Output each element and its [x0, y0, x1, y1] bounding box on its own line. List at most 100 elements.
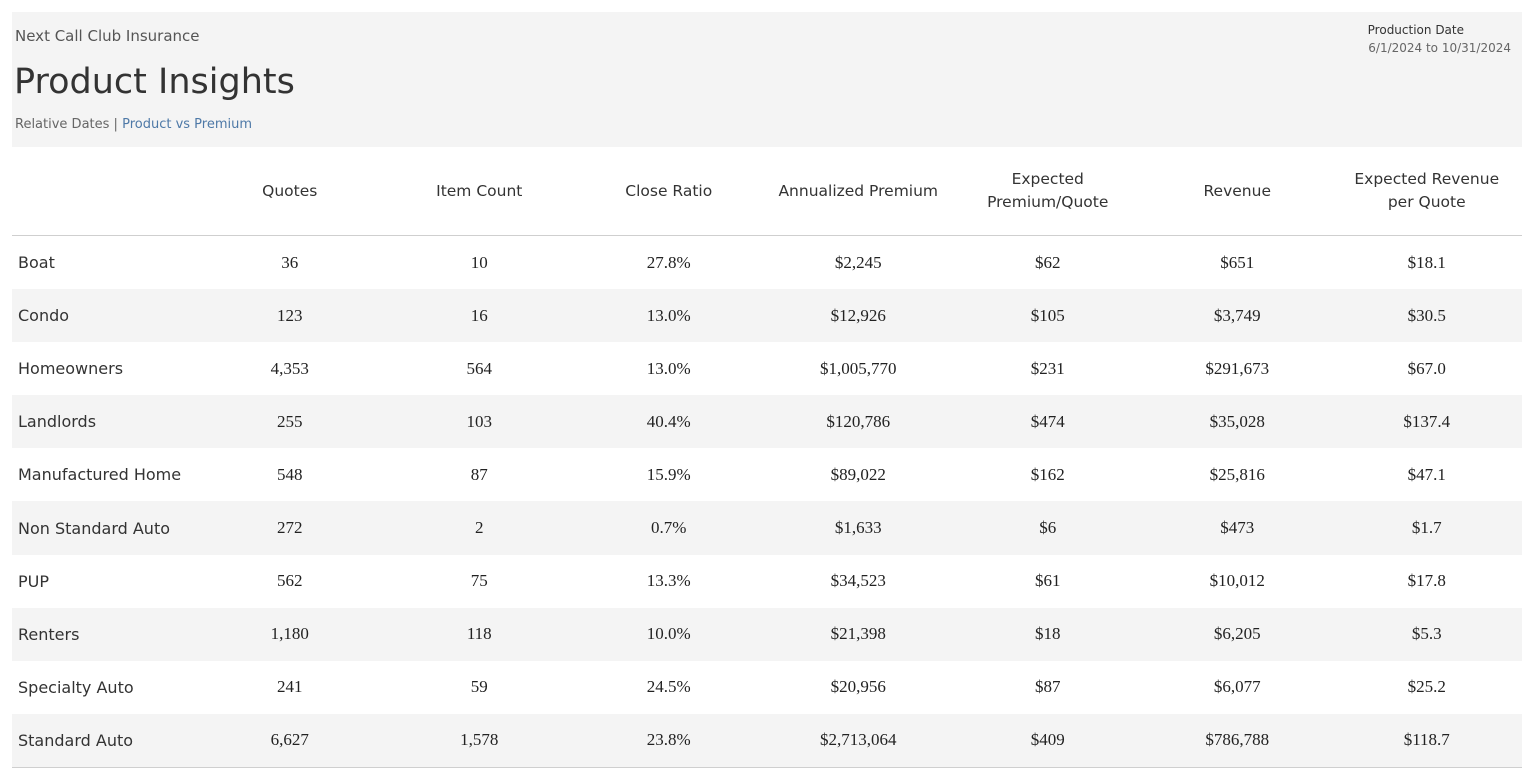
cell-value: 118 — [466, 624, 492, 644]
cell-value: $25.2 — [1407, 677, 1446, 697]
row-label: Boat — [18, 253, 55, 273]
breadcrumb-link[interactable]: Product vs Premium — [122, 117, 253, 132]
cell-value: $786,788 — [1205, 730, 1270, 750]
cell-value: $3,749 — [1213, 305, 1261, 325]
cell-value: 548 — [277, 464, 303, 484]
cell-value: $6 — [1039, 518, 1057, 538]
cell-value: $20,956 — [830, 677, 886, 697]
cell-value: $89,022 — [830, 464, 886, 484]
cell-value: 13.3% — [646, 571, 691, 591]
header-row: Quotes Item Count Close Ratio Annualized Pr… — [12, 147, 1522, 236]
breadcrumb: Relative Dates | Product vs Premium — [15, 117, 252, 132]
cell-value: $1,005,770 — [820, 358, 897, 378]
cell-value: 1,180 — [270, 624, 309, 644]
cell-value: 15.9% — [646, 464, 691, 484]
cell-value: $30.5 — [1407, 305, 1446, 325]
cell-value: $1.7 — [1411, 518, 1442, 538]
cell-value: 562 — [277, 571, 303, 591]
cell-value: $18 — [1035, 624, 1061, 644]
cell-value: 103 — [466, 411, 493, 431]
cell-value: $1,633 — [834, 518, 882, 538]
cell-value: $231 — [1030, 358, 1065, 378]
cell-value: $473 — [1220, 518, 1255, 538]
cell-value: $35,028 — [1209, 411, 1265, 431]
cell-value: 1,578 — [460, 730, 499, 750]
header-panel: Next Call Club Insurance Product Insight… — [12, 12, 1522, 147]
cell-value: 75 — [470, 571, 488, 591]
cell-value: 241 — [277, 677, 303, 697]
production-date-range: 6/1/2024 to 10/31/2024 — [1368, 41, 1511, 55]
column-header: Revenue — [1203, 181, 1271, 200]
cell-value: $2,713,064 — [820, 730, 897, 750]
production-date-label: Production Date — [1367, 23, 1464, 37]
data-table: Quotes Item Count Close Ratio Annualized Pr… — [12, 147, 1522, 768]
cell-value: 27.8% — [646, 252, 691, 272]
cell-value: $18.1 — [1407, 252, 1446, 272]
table-row: Specialty Auto 241 59 24.5% $20,956 $87 $6,077… — [12, 661, 1522, 714]
column-header: Expected Premium/Quote — [987, 170, 1109, 211]
table-row: Landlords 255 103 40.4% $120,786 $474 $35,028 $… — [12, 395, 1522, 449]
cell-value: 24.5% — [646, 677, 691, 697]
cell-value: $10,012 — [1209, 571, 1265, 591]
row-label: Renters — [18, 624, 80, 644]
cell-value: 255 — [277, 411, 303, 431]
cell-value: $105 — [1030, 305, 1065, 325]
cell-value: $25,816 — [1209, 464, 1265, 484]
table-row: Homeowners 4,353 564 13.0% $1,005,770 $231 $29… — [12, 342, 1522, 395]
row-label: PUP — [18, 571, 50, 591]
cell-value: 123 — [277, 305, 303, 325]
cell-value: 36 — [281, 252, 299, 272]
cell-value: 10 — [470, 252, 488, 272]
table-row: Non Standard Auto 272 2 0.7% $1,633 $6 $473 $1.… — [12, 501, 1522, 555]
row-label: Specialty Auto — [18, 677, 134, 697]
table-row: Boat 36 10 27.8% $2,245 $62 $651 $18.1 — [12, 236, 1522, 289]
table-row: Renters 1,180 118 10.0% $21,398 $18 $6,205 $5.3 — [12, 607, 1522, 661]
cell-value: 16 — [470, 305, 488, 325]
cell-value: $67.0 — [1407, 358, 1446, 378]
column-header: Expected Revenue per Quote — [1354, 170, 1500, 211]
page-title: Product Insights — [14, 62, 295, 102]
row-label: Manufactured Home — [18, 465, 182, 485]
row-label: Condo — [18, 306, 70, 326]
cell-value: $61 — [1035, 571, 1061, 591]
column-header: Quotes — [262, 181, 318, 200]
cell-value: 10.0% — [646, 624, 691, 644]
cell-value: $34,523 — [830, 571, 886, 591]
row-label: Non Standard Auto — [18, 518, 171, 538]
org-name: Next Call Club Insurance — [15, 27, 200, 45]
column-header: Close Ratio — [625, 181, 713, 200]
cell-value: 6,627 — [270, 730, 309, 750]
cell-value: $12,926 — [830, 305, 886, 325]
cell-value: 13.0% — [646, 358, 691, 378]
cell-value: $137.4 — [1403, 411, 1451, 431]
cell-value: $651 — [1220, 252, 1255, 272]
cell-value: $21,398 — [830, 624, 886, 644]
cell-value: 2 — [475, 518, 484, 538]
row-label: Homeowners — [18, 359, 124, 379]
table-row: PUP 562 75 13.3% $34,523 $61 $10,012 $17.8 — [12, 555, 1522, 608]
cell-value: 87 — [470, 464, 488, 484]
cell-value: $17.8 — [1407, 571, 1446, 591]
cell-value: $6,077 — [1213, 677, 1261, 697]
cell-value: $5.3 — [1411, 624, 1442, 644]
cell-value: $87 — [1035, 677, 1061, 697]
cell-value: $409 — [1030, 730, 1065, 750]
cell-value: 0.7% — [651, 518, 687, 538]
column-header: Item Count — [436, 181, 523, 200]
cell-value: $474 — [1030, 411, 1065, 431]
cell-value: $62 — [1035, 252, 1061, 272]
row-label: Landlords — [18, 412, 97, 432]
row-label: Standard Auto — [18, 730, 134, 750]
breadcrumb-separator: | — [113, 117, 118, 132]
column-header: Annualized Premium — [778, 181, 939, 200]
cell-value: $162 — [1030, 464, 1065, 484]
table-row: Condo 123 16 13.0% $12,926 $105 $3,749 $30.5 — [12, 289, 1522, 343]
cell-value: $120,786 — [826, 411, 891, 431]
cell-value: 13.0% — [646, 305, 691, 325]
cell-value: $2,245 — [834, 252, 882, 272]
breadcrumb-item: Relative Dates — [15, 117, 110, 132]
cell-value: $291,673 — [1205, 358, 1270, 378]
cell-value: 40.4% — [646, 411, 691, 431]
cell-value: $118.7 — [1403, 730, 1450, 750]
